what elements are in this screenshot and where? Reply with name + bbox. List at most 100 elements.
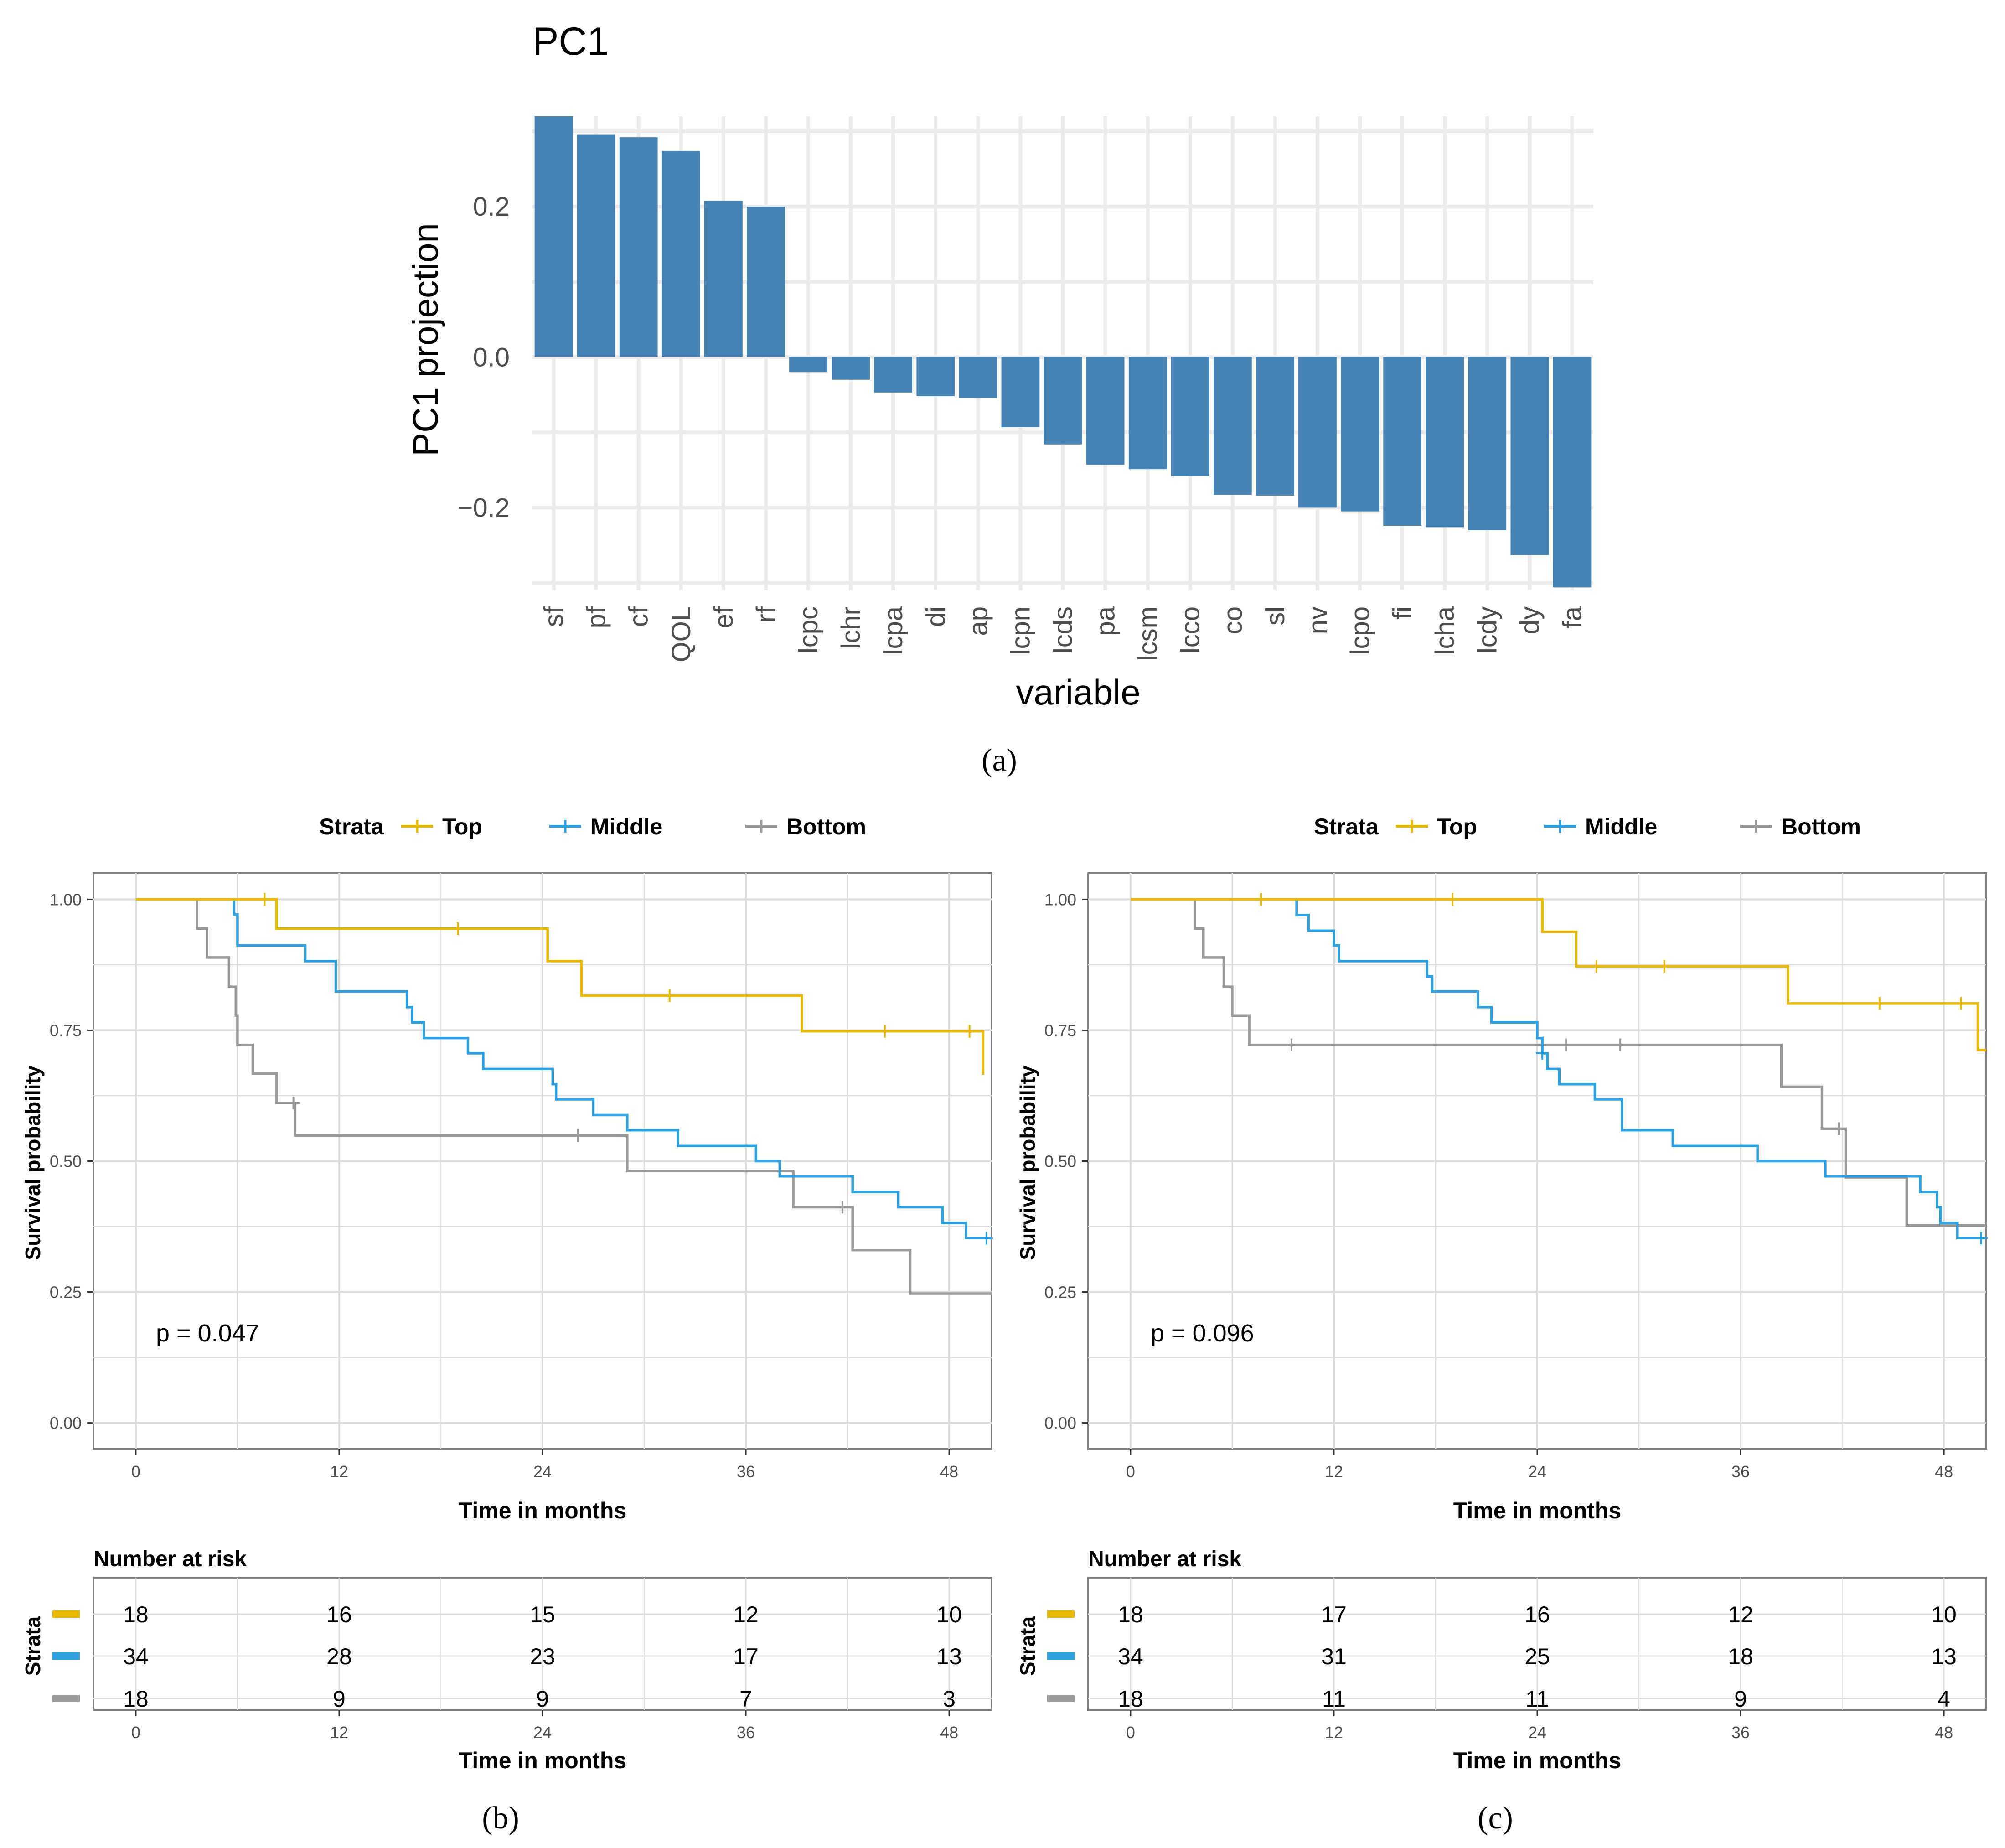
chart-a-x-tick-label: QOL [667,606,696,663]
y-tick-label: 0.00 [50,1414,82,1433]
risk-count: 17 [1321,1602,1347,1627]
risk-table-b-x-axis-label: Time in months [459,1748,627,1773]
risk-count: 25 [1524,1644,1550,1669]
y-tick-label: 0.00 [1044,1414,1076,1433]
y-tick-label: 0.75 [50,1021,82,1040]
survival-curve-bottom [1130,898,1986,1227]
risk-x-tick-label: 0 [131,1723,140,1742]
chart-a-x-tick-label: sf [539,606,569,627]
bar-lcpo [1341,357,1379,512]
risk-x-tick-label: 48 [940,1723,958,1742]
chart-a-x-tick-label: lchr [836,606,866,649]
risk-x-tick-label: 48 [1935,1723,1953,1742]
risk-count: 13 [936,1644,962,1669]
figure-label-c: (c) [1478,1801,1513,1836]
risk-x-tick-label: 36 [1731,1723,1750,1742]
chart-c-legend: Strata Top Middle Bottom [1314,814,1861,839]
chart-a-x-tick-label: ap [963,606,993,636]
x-tick-label: 36 [737,1462,755,1481]
risk-count: 11 [1525,1686,1549,1712]
risk-count: 18 [123,1602,149,1627]
chart-a-x-tick-label: pf [582,606,611,628]
chart-b-y-axis-label: Survival probability [21,1065,45,1260]
chart-c-x-ticks: 0 12 24 36 48 [1126,1449,1953,1481]
panel-c-survival-chart: Strata Top Middle Bottom 0.00 0.25 0.50 0.75 1.… [1016,814,1988,1836]
chart-c-survival-curves [1130,893,1988,1245]
risk-count: 18 [1728,1644,1753,1669]
chart-a-x-tick-label: lcco [1176,606,1205,653]
risk-count: 18 [123,1686,149,1712]
x-tick-label: 0 [131,1462,140,1481]
chart-a-y-tick-label: 0.2 [473,192,510,222]
risk-count: 18 [1118,1686,1143,1712]
chart-a-bars [534,116,1592,588]
risk-count: 9 [1734,1686,1747,1712]
chart-a-x-tick-label: sl [1261,606,1290,626]
risk-count: 10 [1931,1602,1957,1627]
risk-table-b-title: Number at risk [93,1547,247,1571]
survival-curve-top [1130,898,1986,1051]
x-tick-label: 36 [1731,1462,1750,1481]
y-tick-label: 0.50 [50,1152,82,1171]
risk-x-tick-label: 24 [533,1723,552,1742]
survival-curve-middle [135,898,992,1240]
chart-a-y-ticks: −0.2 0.0 0.2 [458,192,510,523]
legend-label-bottom: Bottom [786,814,866,839]
y-tick-label: 1.00 [50,890,82,909]
legend-title: Strata [319,814,384,839]
legend-label-bottom: Bottom [1781,814,1861,839]
risk-count: 3 [943,1686,956,1712]
risk-table-c: 18 17 16 12 10 34 31 25 18 13 18 11 11 9 4 0 12 24 36 48 [1047,1578,1986,1742]
bar-fi [1383,357,1422,526]
bar-ef [704,200,743,357]
risk-count: 18 [1118,1602,1143,1627]
risk-count: 12 [733,1602,759,1627]
risk-count: 23 [530,1644,555,1669]
survival-curve-middle [1130,898,1986,1240]
bar-co [1213,357,1252,495]
risk-count: 15 [530,1602,555,1627]
panel-b-survival-chart: Strata Top Middle Bottom 0.00 0.25 0.50 0.75 1.… [21,814,993,1836]
chart-c-pvalue: p = 0.096 [1151,1320,1254,1347]
chart-a-x-tick-label: cf [624,606,654,627]
x-tick-label: 48 [1935,1462,1953,1481]
figure-label-a: (a) [982,743,1017,778]
risk-x-tick-label: 12 [1325,1723,1343,1742]
bar-sl [1256,357,1294,496]
risk-x-tick-label: 24 [1528,1723,1546,1742]
risk-count: 12 [1728,1602,1753,1627]
risk-count: 31 [1321,1644,1347,1669]
chart-a-x-tick-label: lcdy [1473,606,1502,653]
risk-count: 10 [936,1602,962,1627]
bar-lcdy [1468,357,1507,530]
chart-a-x-tick-label: lcpn [1006,606,1035,655]
chart-a-x-tick-label: ef [709,606,739,628]
risk-count: 16 [1524,1602,1550,1627]
chart-a-x-tick-label: lcsm [1133,606,1163,661]
bar-lcpc [789,357,827,373]
risk-count: 17 [733,1644,759,1669]
x-tick-label: 12 [1325,1462,1343,1481]
x-tick-label: 12 [330,1462,348,1481]
risk-count: 7 [739,1686,752,1712]
chart-a-x-ticks: sf pf cf QOL ef rf lcpc lchr lcpa di ap lcpn lcds pa l… [539,606,1587,662]
chart-a-x-tick-label: lcpa [878,606,908,655]
chart-a-title: PC1 [532,20,609,63]
bar-sf [534,116,573,357]
figure-label-b: (b) [482,1801,519,1836]
chart-b-pvalue: p = 0.047 [156,1320,259,1347]
chart-a-x-tick-label: co [1218,606,1248,634]
chart-a-x-tick-label: rf [751,606,781,622]
chart-a-y-tick-label: −0.2 [458,493,510,523]
chart-c-y-axis-label: Survival probability [1016,1065,1039,1260]
bar-ap [959,357,997,398]
chart-a-x-tick-label: fi [1388,606,1417,620]
risk-table-c-y-axis-label: Strata [1016,1616,1039,1676]
chart-c-x-axis-label: Time in months [1453,1498,1622,1523]
bar-lcha [1426,357,1464,528]
legend-label-top: Top [442,814,482,839]
chart-b-x-ticks: 0 12 24 36 48 [131,1449,958,1481]
y-tick-label: 1.00 [1044,890,1076,909]
risk-count: 28 [326,1644,352,1669]
bar-lchr [832,357,870,380]
